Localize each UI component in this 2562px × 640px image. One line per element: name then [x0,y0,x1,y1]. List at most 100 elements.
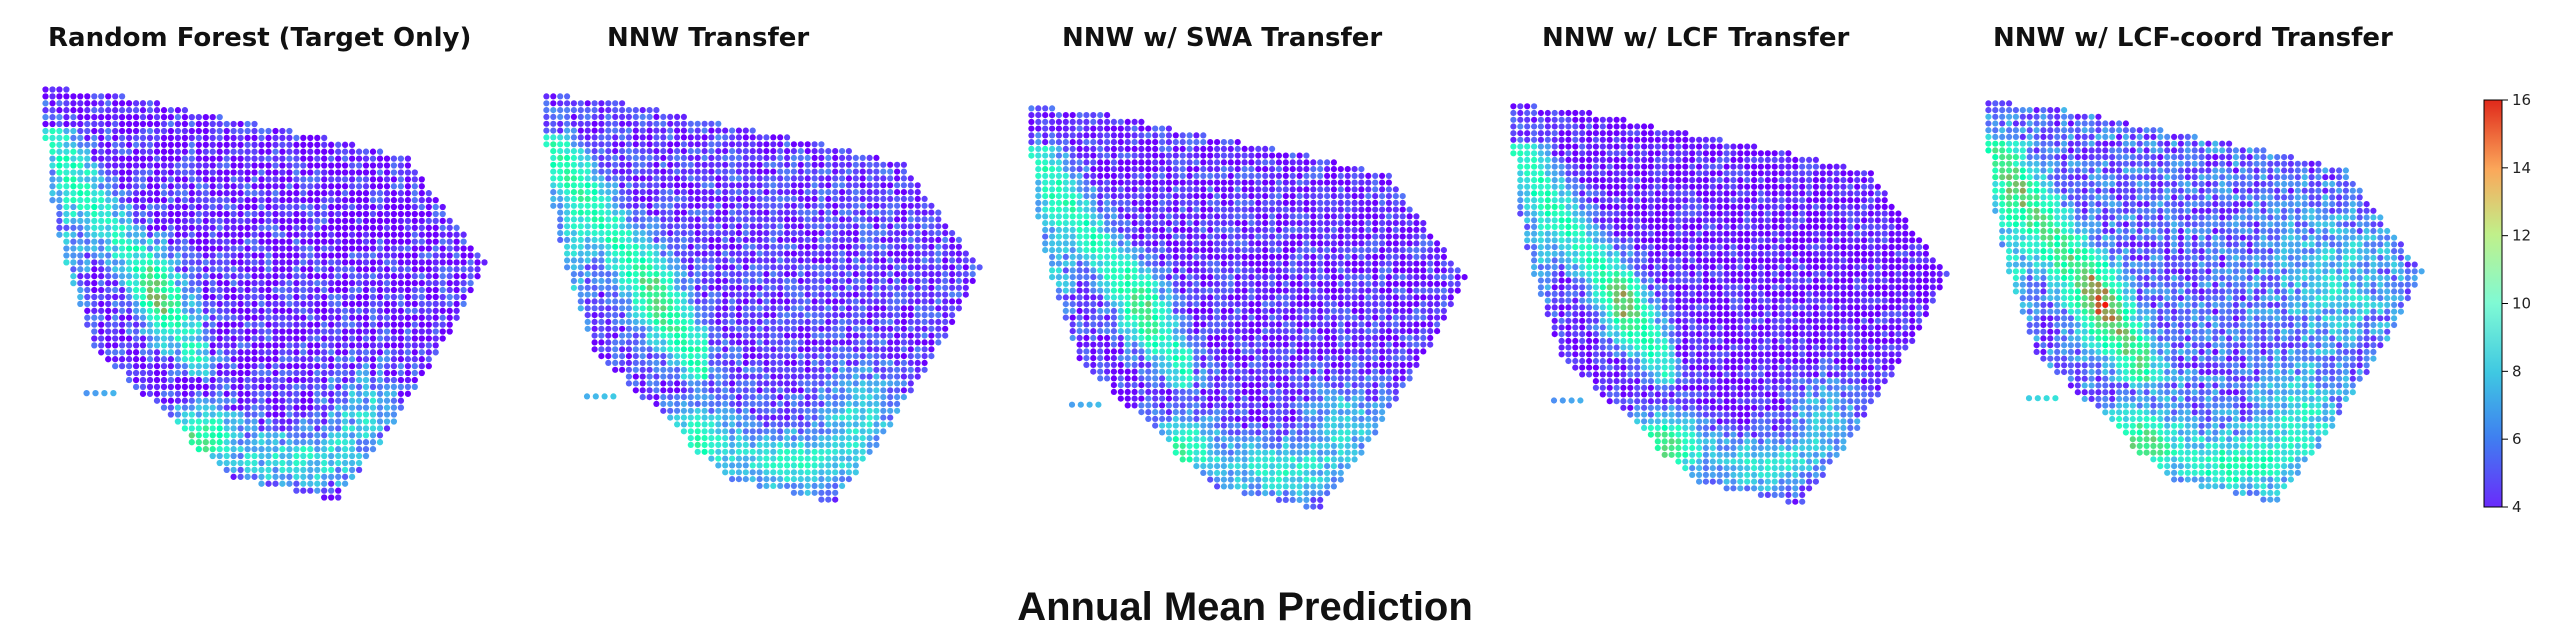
map-cell [335,494,342,501]
map-cell [921,298,928,305]
map-cell [383,286,391,294]
map-cell [272,286,279,294]
map-cell [887,182,894,189]
map-cell [845,284,852,291]
map-cell [174,397,182,404]
map-cell [153,217,161,225]
map-cell [397,342,405,349]
map-cell [818,182,825,189]
map-cell [770,312,777,319]
map-cell [460,238,467,245]
map-cell [146,349,154,356]
map-cell [900,394,907,401]
map-cell [832,318,839,325]
map-cell [335,404,342,411]
map-cell [887,257,894,264]
map-cell [279,210,286,218]
map-cell [328,342,335,349]
map-cell [132,321,140,328]
map-cell [237,418,244,425]
map-cell [139,148,147,155]
map-cell [619,223,626,230]
map-cell [804,359,811,366]
map-cell [687,209,694,216]
map-cell [341,321,349,328]
map-cell [770,168,777,175]
map-cell [321,252,328,259]
map-cell [907,339,914,346]
map-cell [293,196,300,204]
map-cell [811,154,818,161]
map-cell [708,209,715,216]
map-cell [286,390,293,397]
map-cell [286,162,293,169]
map-cell [118,190,126,197]
map-cell [873,305,880,312]
map-cell [258,452,265,460]
map-cell [605,134,612,141]
map-cell [209,404,216,411]
map-cell [125,162,133,169]
map-cell [660,113,667,120]
map-cell [307,328,314,335]
map-cell [404,273,412,280]
map-cell [188,432,195,439]
map-cell [348,383,356,391]
map-cell [369,300,377,308]
map-cell [418,293,425,301]
map-cell [577,189,584,196]
map-cell [362,432,370,439]
map-cell [845,223,852,230]
map-cell [949,291,956,298]
map-cell [832,469,839,476]
map-cell [784,141,791,148]
map-cell [230,445,237,453]
map-cell [286,342,293,349]
map-cell [321,245,328,252]
map-cell [694,277,701,284]
map-cell [653,113,660,120]
map-cell [818,161,825,168]
map-cell [195,425,202,432]
map-cell [928,332,935,339]
map-cell [749,435,756,442]
map-cell [390,273,398,280]
map-cell [153,286,161,294]
map-cell [70,127,77,135]
map-cell [564,134,571,141]
map-cell [362,286,370,294]
map-cell [258,342,265,349]
map-cell [348,335,356,342]
map-cell [432,307,439,314]
map-cell [818,339,825,346]
map-cell [258,432,265,439]
map-cell [328,176,335,183]
map-cell [646,216,653,223]
map-cell [321,224,328,231]
map-cell [777,284,784,291]
map-cell [341,169,349,176]
map-cell [680,373,687,380]
map-cell [866,394,873,401]
map-cell [612,195,619,202]
map-cell [680,394,687,401]
map-cell [928,284,935,291]
map-cell [411,176,418,183]
map-cell [749,134,756,141]
map-cell [174,321,182,328]
map-cell [935,243,942,250]
map-cell [167,120,175,128]
map-cell [328,259,335,266]
map-cell [341,252,349,259]
map-cell [818,264,825,271]
map-cell [852,394,859,401]
map-cell [153,231,161,238]
map-cell [605,216,612,223]
map-cell [674,195,681,202]
map-cell [314,411,321,418]
map-cell [646,339,653,346]
map-cell [56,86,63,93]
map-cell [557,202,564,209]
map-cell [612,257,619,264]
map-cell [195,210,202,218]
